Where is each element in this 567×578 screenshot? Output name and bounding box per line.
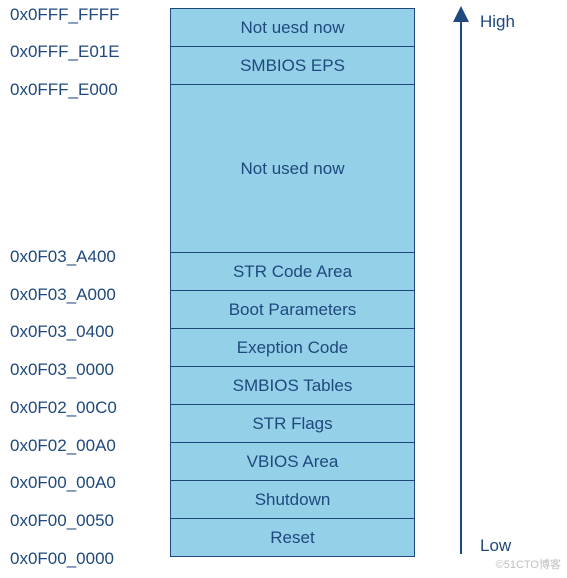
memory-cell: SMBIOS EPS [171,47,414,85]
address-label: 0x0F03_0000 [10,360,114,380]
address-label: 0x0F00_00A0 [10,473,116,493]
address-label: 0x0F03_A400 [10,247,116,267]
address-label: 0x0F03_A000 [10,285,116,305]
watermark: ©51CTO博客 [496,556,561,572]
arrow-line [460,8,462,554]
address-label: 0x0FFF_FFFF [10,5,120,25]
memory-cell: Not uesd now [171,9,414,47]
memory-cell: STR Code Area [171,253,414,291]
arrow-high-label: High [480,12,515,32]
memory-cell: STR Flags [171,405,414,443]
memory-cell: Boot Parameters [171,291,414,329]
memory-map: Not uesd nowSMBIOS EPSNot used nowSTR Co… [170,8,415,557]
address-label: 0x0F02_00C0 [10,398,117,418]
address-label: 0x0F00_0000 [10,549,114,569]
memory-cell: Not used now [171,85,414,253]
address-label: 0x0FFF_E000 [10,80,118,100]
memory-cell: Exeption Code [171,329,414,367]
address-label: 0x0FFF_E01E [10,42,120,62]
direction-arrow: High Low [450,8,530,556]
address-label: 0x0F00_0050 [10,511,114,531]
memory-cell: Reset [171,519,414,557]
address-label: 0x0F03_0400 [10,322,114,342]
arrow-low-label: Low [480,536,511,556]
address-label: 0x0F02_00A0 [10,436,116,456]
memory-cell: Shutdown [171,481,414,519]
memory-cell: SMBIOS Tables [171,367,414,405]
memory-cell: VBIOS Area [171,443,414,481]
